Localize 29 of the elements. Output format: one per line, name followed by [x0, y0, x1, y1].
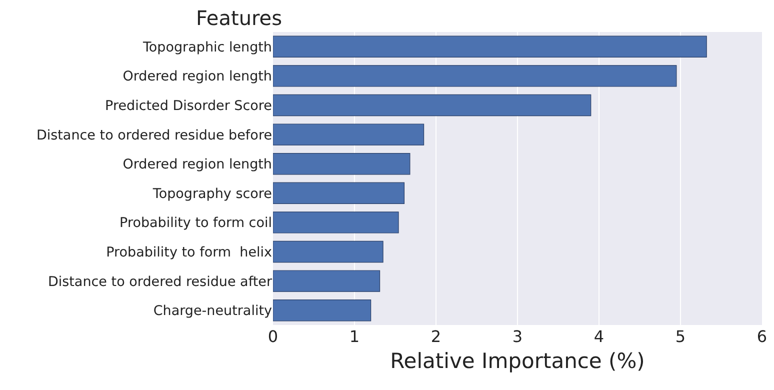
x-tick-label: 1: [349, 327, 360, 346]
y-axis-title: Features: [196, 6, 282, 30]
bar: [273, 270, 380, 292]
x-axis-title: Relative Importance (%): [390, 349, 645, 374]
y-tick-label: Charge-neutrality: [153, 303, 272, 320]
bar: [273, 300, 372, 322]
bar: [273, 240, 384, 263]
y-tick-label: Topographic length: [142, 39, 272, 56]
y-tick-label: Probability to form coil: [120, 215, 272, 232]
x-tick-label: 0: [268, 327, 278, 346]
bar: [273, 124, 424, 146]
bar: [273, 212, 399, 234]
x-tick-label: 2: [430, 327, 442, 346]
y-tick-label: Predicted Disorder Score: [105, 98, 272, 114]
x-tick-label: 3: [512, 327, 523, 346]
bar: [273, 182, 405, 204]
y-tick-label: Distance to ordered residue after: [48, 274, 272, 290]
y-tick-label: Probability to form helix: [106, 244, 272, 260]
x-tick-label: 4: [594, 327, 604, 346]
bar: [273, 65, 677, 87]
x-tick-label: 6: [756, 327, 768, 346]
y-tick-label: Distance to ordered residue before: [36, 127, 272, 144]
bar: [273, 153, 410, 175]
bar: [273, 94, 592, 116]
y-tick-label: Topography score: [152, 186, 272, 202]
y-tick-label: Ordered region length: [122, 156, 272, 173]
x-tick-label: 5: [675, 327, 686, 346]
y-tick-label: Ordered region length: [122, 68, 272, 85]
bar: [273, 36, 707, 58]
